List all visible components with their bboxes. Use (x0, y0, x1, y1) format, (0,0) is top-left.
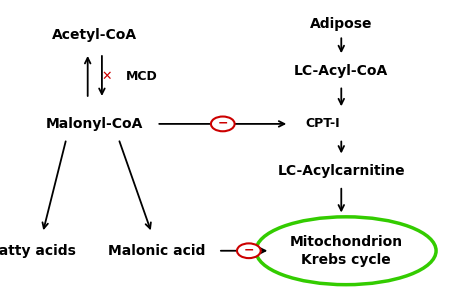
Circle shape (237, 243, 261, 258)
Text: Fatty acids: Fatty acids (0, 244, 76, 258)
Text: Malonyl-CoA: Malonyl-CoA (46, 117, 144, 131)
Text: ✕: ✕ (101, 70, 112, 83)
Text: −: − (244, 243, 254, 256)
Text: CPT-I: CPT-I (305, 117, 340, 130)
Text: LC-Acylcarnitine: LC-Acylcarnitine (277, 164, 405, 178)
Text: Adipose: Adipose (310, 17, 373, 31)
Text: MCD: MCD (126, 70, 157, 83)
Circle shape (211, 117, 235, 131)
Text: Mitochondrion
Krebs cycle: Mitochondrion Krebs cycle (290, 235, 402, 267)
Text: −: − (218, 117, 228, 130)
Text: Malonic acid: Malonic acid (108, 244, 205, 258)
Text: LC-Acyl-CoA: LC-Acyl-CoA (294, 64, 388, 78)
Text: Acetyl-CoA: Acetyl-CoA (52, 28, 137, 42)
